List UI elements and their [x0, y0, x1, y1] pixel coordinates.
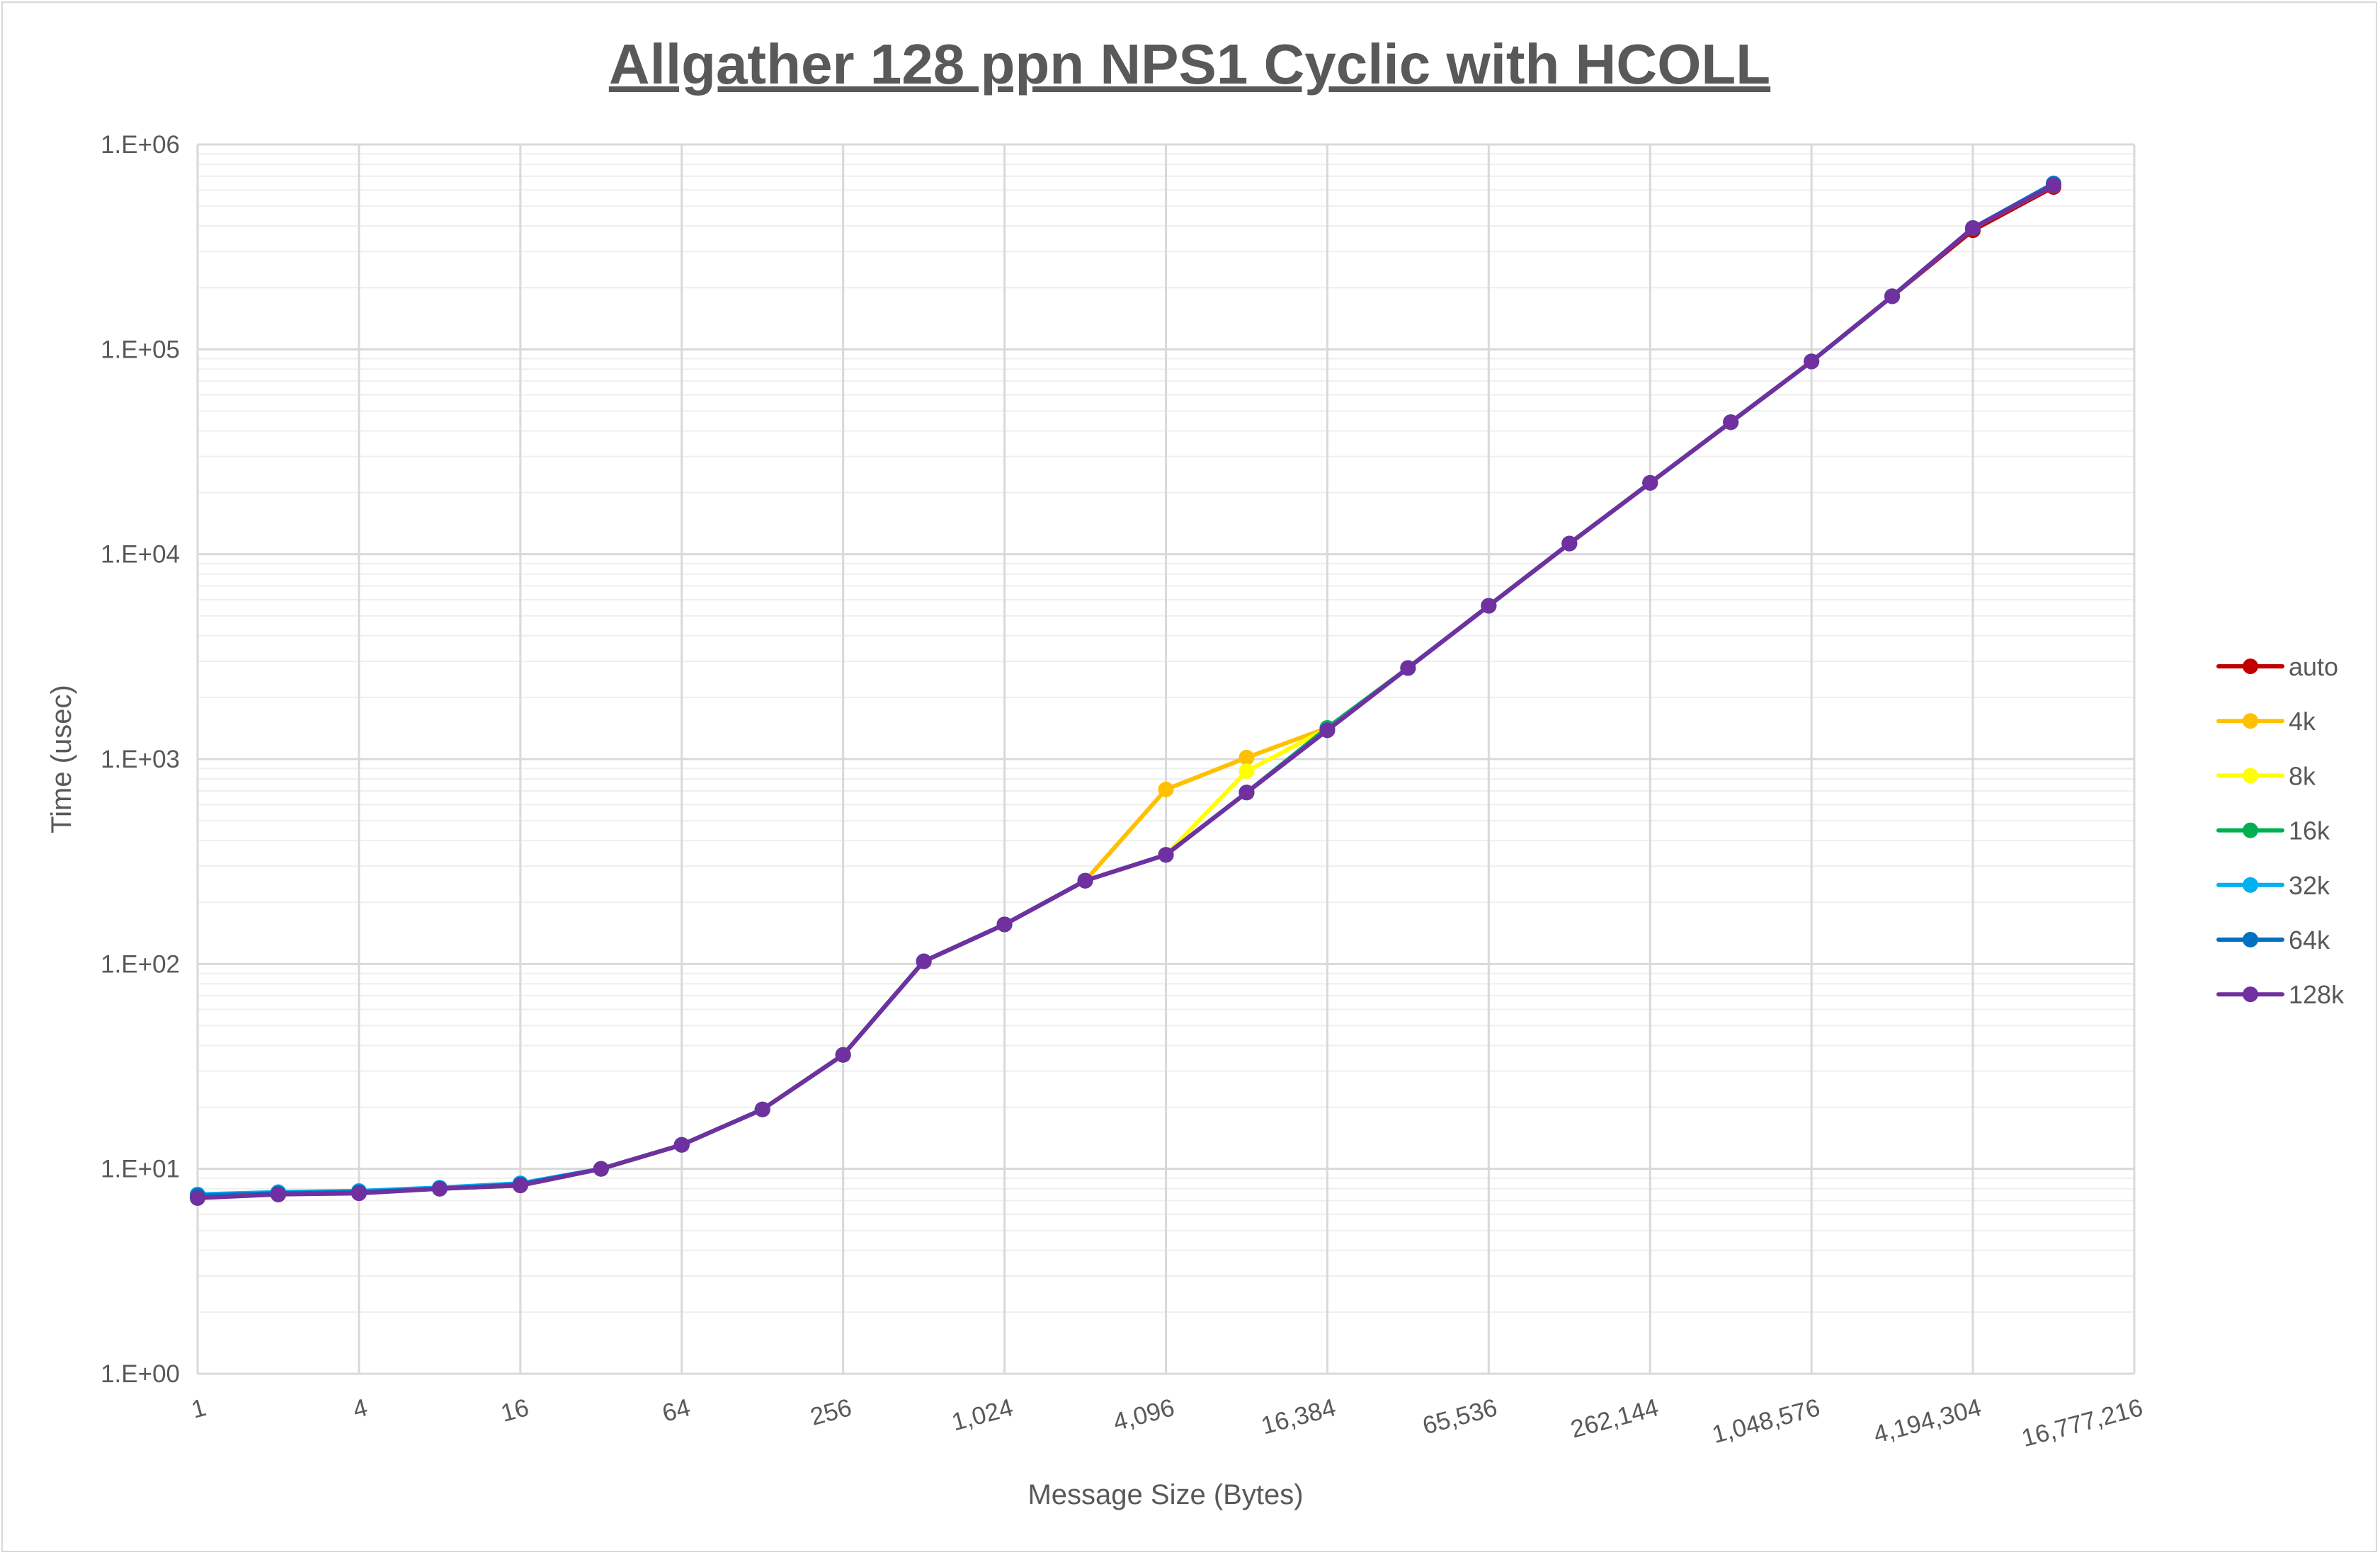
data-point-4k: [1239, 749, 1255, 765]
y-tick-label: 1.E+00: [101, 1360, 180, 1388]
series-auto: [190, 179, 2062, 1205]
x-tick-label: 4,194,304: [1871, 1394, 1985, 1449]
legend-item-8k: 8k: [2216, 761, 2316, 790]
y-tick-label: 1.E+02: [101, 950, 180, 978]
legend-item-128k: 128k: [2216, 980, 2345, 1009]
series-line-32k: [197, 182, 2055, 1197]
x-tick-label: 262,144: [1568, 1394, 1661, 1443]
data-point-128k: [1723, 414, 1739, 431]
x-tick-label: 4: [350, 1394, 370, 1424]
legend-item-32k: 32k: [2216, 871, 2330, 900]
series-4k: [190, 177, 2062, 1205]
x-axis-title: Message Size (Bytes): [1027, 1479, 1303, 1510]
series-8k: [190, 177, 2062, 1205]
grid: [196, 143, 2136, 1375]
legend-marker-auto: [2243, 659, 2258, 674]
data-point-128k: [512, 1178, 528, 1194]
y-tick-label: 1.E+04: [101, 541, 180, 569]
x-tick-label: 4,096: [1110, 1394, 1178, 1436]
data-point-128k: [1804, 353, 1820, 370]
x-tick-label: 16,777,216: [2019, 1394, 2146, 1452]
data-point-128k: [351, 1185, 367, 1202]
y-axis-ticks: 1.E+00 1.E+01 1.E+02 1.E+03 1.E+04 1.E+05 1.E+…: [101, 131, 180, 1388]
data-point-128k: [593, 1161, 609, 1177]
data-point-128k: [754, 1101, 770, 1117]
legend: auto 4k 8k 16k 32k 64k 128k: [2216, 652, 2345, 1009]
legend-label: 4k: [2289, 707, 2316, 736]
legend-marker-128k: [2243, 986, 2258, 1003]
series-line-64k: [197, 181, 2055, 1198]
legend-item-64k: 64k: [2216, 925, 2330, 955]
legend-marker-8k: [2243, 768, 2258, 784]
y-tick-label: 1.E+06: [101, 131, 180, 159]
data-point-128k: [1481, 598, 1497, 614]
data-point-128k: [1400, 660, 1416, 676]
data-point-128k: [1642, 474, 1658, 491]
data-point-128k: [2046, 177, 2062, 193]
data-point-128k: [835, 1047, 851, 1063]
y-tick-label: 1.E+01: [101, 1156, 180, 1183]
series-layer: [190, 176, 2062, 1206]
x-tick-label: 65,536: [1420, 1394, 1501, 1440]
legend-marker-32k: [2243, 877, 2258, 893]
legend-item-auto: auto: [2216, 652, 2338, 681]
data-point-128k: [996, 916, 1013, 933]
data-point-128k: [1239, 785, 1255, 801]
data-point-128k: [431, 1180, 448, 1197]
x-tick-label: 16: [498, 1394, 532, 1428]
data-point-8k: [1239, 763, 1255, 780]
x-tick-label: 64: [659, 1394, 693, 1428]
chart-title: Allgather 128 ppn NPS1 Cyclic with HCOLL: [609, 33, 1770, 96]
y-tick-label: 1.E+03: [101, 746, 180, 773]
legend-label: 32k: [2289, 871, 2330, 900]
series-64k: [190, 176, 2062, 1204]
legend-label: 16k: [2289, 816, 2330, 845]
data-point-128k: [916, 953, 932, 969]
legend-marker-4k: [2243, 713, 2258, 729]
legend-marker-64k: [2243, 932, 2258, 947]
legend-label: 64k: [2289, 925, 2330, 955]
data-point-128k: [270, 1186, 286, 1202]
series-16k: [190, 177, 2062, 1205]
x-tick-label: 1,048,576: [1709, 1394, 1823, 1449]
series-line-128k: [197, 183, 2055, 1200]
data-point-128k: [1077, 872, 1093, 889]
x-tick-label: 16,384: [1258, 1394, 1339, 1440]
data-point-128k: [673, 1137, 690, 1153]
data-point-128k: [1965, 220, 1981, 236]
data-point-128k: [1319, 722, 1336, 739]
data-point-128k: [190, 1190, 205, 1206]
data-point-4k: [1158, 781, 1174, 797]
series-128k: [190, 177, 2062, 1206]
x-tick-label: 256: [807, 1394, 855, 1431]
series-32k: [190, 176, 2062, 1202]
y-tick-label: 1.E+05: [101, 336, 180, 363]
y-axis-title: Time (usec): [46, 685, 77, 833]
legend-label: auto: [2289, 652, 2338, 681]
legend-item-16k: 16k: [2216, 816, 2330, 845]
data-point-128k: [1561, 535, 1578, 552]
x-tick-label: 1,024: [949, 1394, 1016, 1436]
x-tick-label: 1: [188, 1394, 209, 1424]
legend-label: 128k: [2289, 980, 2345, 1009]
data-point-128k: [1884, 288, 1901, 304]
legend-item-4k: 4k: [2216, 707, 2316, 736]
data-point-128k: [1158, 847, 1174, 863]
legend-marker-16k: [2243, 822, 2258, 838]
legend-label: 8k: [2289, 761, 2316, 790]
x-axis-ticks: 1 4 16 64 256 1,024 4,096 16,384 65,536 262,144 1,…: [188, 1394, 2146, 1452]
